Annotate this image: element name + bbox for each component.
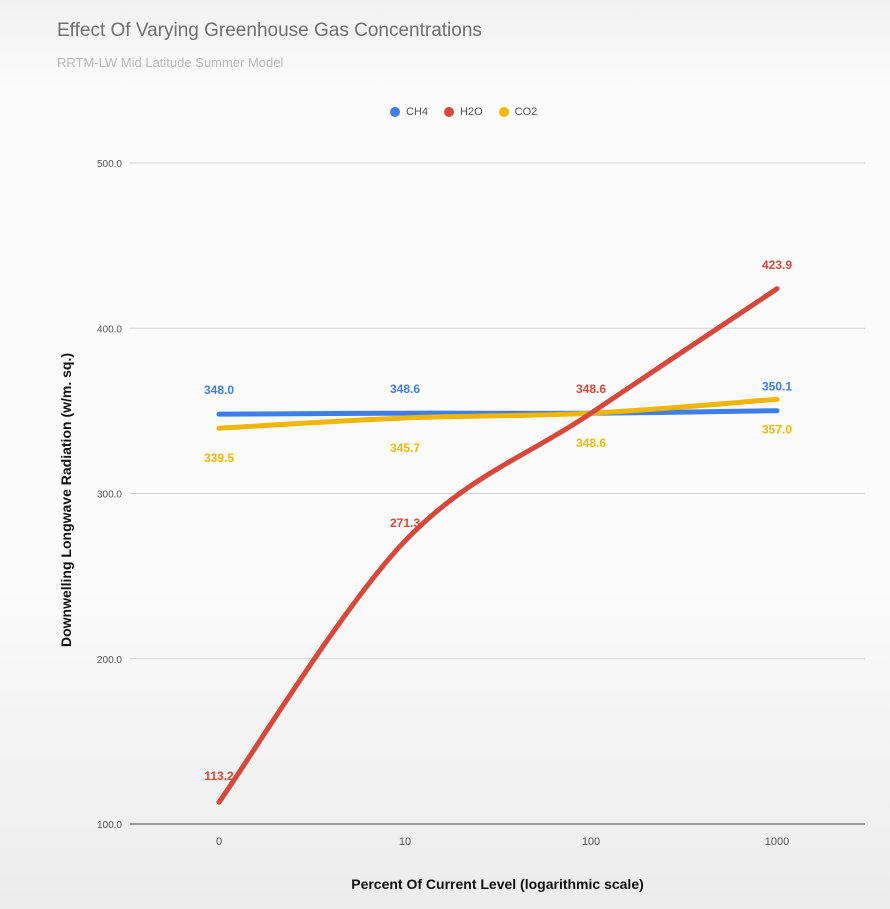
data-label-co2-3: 357.0 [762, 422, 792, 436]
x-axis-label: Percent Of Current Level (logarithmic sc… [351, 876, 644, 892]
data-label-h2o-3: 423.9 [762, 258, 792, 272]
legend-swatch-h2o [444, 107, 455, 117]
series-line-h2o [216, 286, 780, 805]
legend-label-ch4: CH4 [406, 106, 429, 118]
x-tick-label-2: 100 [582, 836, 600, 848]
legend-label-co2: CO2 [514, 106, 538, 118]
data-label-h2o-1: 271.3 [390, 516, 420, 530]
legend-item-ch4[interactable]: CH4 [390, 106, 428, 118]
data-label-ch4-0: 348.0 [204, 383, 234, 397]
data-label-ch4-1: 348.6 [390, 382, 420, 396]
y-tick-label-3: 400.0 [97, 324, 122, 335]
legend-item-h2o[interactable]: H2O [444, 106, 483, 118]
data-label-co2-0: 339.5 [204, 451, 234, 465]
legend-swatch-co2 [498, 107, 509, 117]
x-tick-label-3: 1000 [765, 836, 789, 848]
y-tick-label-4: 500.0 [97, 159, 122, 170]
y-tick-label-0: 100.0 [97, 820, 122, 831]
data-label-h2o-0: 113.2 [204, 769, 234, 783]
legend-swatch-ch4 [390, 107, 400, 117]
x-tick-label-0: 0 [216, 836, 222, 848]
data-label-co2-2: 348.6 [576, 436, 606, 450]
data-label-ch4-3: 350.1 [762, 380, 792, 394]
x-tick-label-1: 10 [399, 836, 411, 848]
data-label-h2o-2: 348.6 [576, 382, 606, 396]
series-line-co2 [216, 396, 780, 431]
legend: CH4 H2O CO2 [390, 106, 537, 118]
data-label-co2-1: 345.7 [390, 441, 420, 455]
legend-label-h2o: H2O [460, 106, 483, 118]
y-tick-label-2: 300.0 [97, 490, 122, 501]
legend-item-co2[interactable]: CO2 [498, 106, 538, 118]
chart-title: Effect Of Varying Greenhouse Gas Concent… [57, 20, 482, 41]
chart-subtitle: RRTM-LW Mid Latitude Summer Model [57, 55, 284, 70]
y-tick-label-1: 200.0 [97, 655, 122, 666]
y-axis-label: Downwelling Longwave Radiation (w/m. sq.… [58, 353, 74, 648]
series-line-ch4 [216, 408, 780, 417]
